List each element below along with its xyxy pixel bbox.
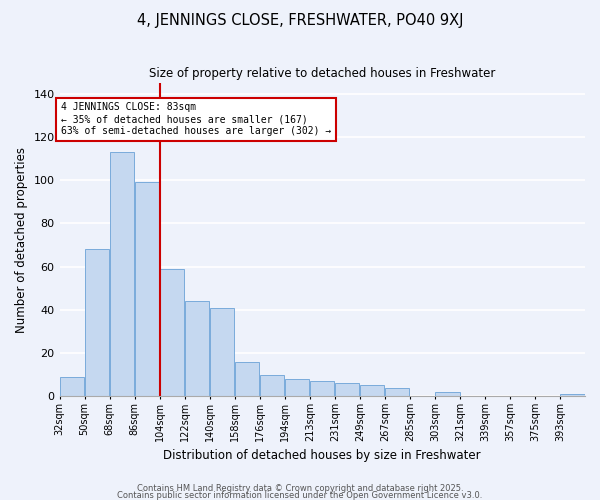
Text: 4 JENNINGS CLOSE: 83sqm
← 35% of detached houses are smaller (167)
63% of semi-d: 4 JENNINGS CLOSE: 83sqm ← 35% of detache… [61,102,331,136]
X-axis label: Distribution of detached houses by size in Freshwater: Distribution of detached houses by size … [163,450,481,462]
Bar [385,388,409,396]
Bar [435,392,460,396]
Bar [135,182,159,396]
Text: Contains public sector information licensed under the Open Government Licence v3: Contains public sector information licen… [118,491,482,500]
Bar [85,250,109,396]
Bar [110,152,134,396]
Title: Size of property relative to detached houses in Freshwater: Size of property relative to detached ho… [149,68,496,80]
Bar [560,394,584,396]
Bar [360,386,385,396]
Bar [260,374,284,396]
Bar [185,301,209,396]
Bar [335,384,359,396]
Bar [235,362,259,396]
Bar [210,308,235,396]
Bar [60,377,84,396]
Text: 4, JENNINGS CLOSE, FRESHWATER, PO40 9XJ: 4, JENNINGS CLOSE, FRESHWATER, PO40 9XJ [137,12,463,28]
Bar [285,379,310,396]
Text: Contains HM Land Registry data © Crown copyright and database right 2025.: Contains HM Land Registry data © Crown c… [137,484,463,493]
Bar [160,269,184,396]
Bar [310,381,334,396]
Y-axis label: Number of detached properties: Number of detached properties [15,146,28,332]
